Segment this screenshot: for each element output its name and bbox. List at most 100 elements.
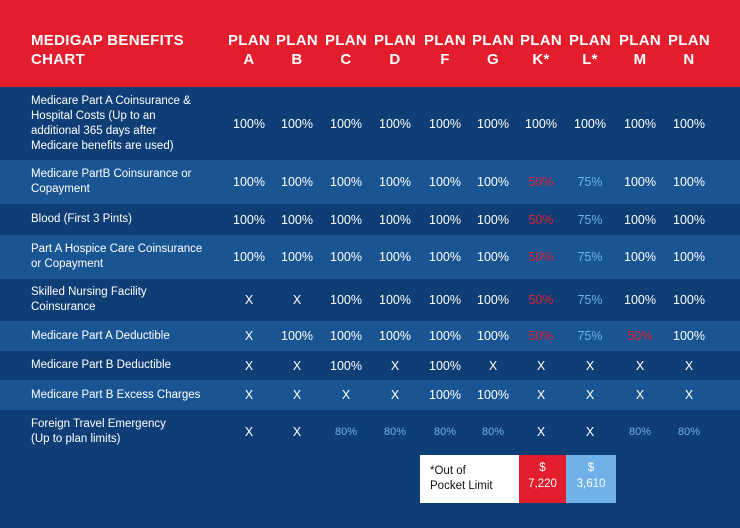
coverage-cell: 100% (281, 250, 313, 264)
coverage-cell: X (488, 358, 498, 373)
plan-header-line1: PLAN (667, 32, 711, 49)
coverage-cell: X (684, 358, 694, 373)
benefit-label: Part A Hospice Care Coinsurance or Copay… (31, 243, 203, 270)
coverage-cell: 100% (379, 116, 411, 131)
coverage-cell: 100% (429, 116, 461, 131)
coverage-cell: 100% (379, 175, 411, 189)
plan-header-4: PLAN F (421, 31, 469, 69)
plan-header-line1: PLAN (227, 32, 271, 49)
plan-l-limit-symbol: $ (587, 462, 595, 474)
coverage-cell: 100% (233, 175, 265, 189)
coverage-cell: 80% (628, 425, 652, 438)
coverage-cell: X (244, 424, 254, 439)
benefit-label: Medicare Part B Deductible (31, 359, 171, 371)
plan-header-7: PLAN L* (566, 31, 614, 69)
coverage-cell: X (292, 388, 302, 402)
benefit-row: Medicare PartB Coinsurance or Copayment 1… (0, 160, 740, 204)
plan-header-letter: M (633, 51, 647, 68)
coverage-cell: 100% (379, 250, 411, 264)
coverage-cell: 50% (528, 329, 554, 343)
coverage-cell: 100% (330, 329, 362, 343)
plan-header-letter: L* (582, 51, 598, 68)
plan-header-1: PLAN B (273, 31, 321, 69)
coverage-cell: 75% (577, 175, 603, 189)
coverage-cell: 100% (429, 250, 461, 264)
plan-header-6: PLAN K* (517, 31, 565, 69)
benefit-label: Blood (First 3 Pints) (31, 213, 132, 225)
coverage-cell: 100% (673, 293, 705, 307)
coverage-cell: 50% (627, 329, 653, 343)
coverage-cell: 100% (624, 293, 656, 307)
plan-header-letter: A (243, 51, 255, 68)
coverage-cell: 100% (624, 212, 656, 227)
plan-l-limit: $ 3,610 (566, 455, 616, 503)
coverage-cell: 50% (528, 175, 554, 189)
coverage-cell: 100% (624, 175, 656, 189)
plan-header-3: PLAN D (371, 31, 419, 69)
coverage-cell: 80% (481, 425, 505, 438)
coverage-cell: 100% (673, 329, 705, 343)
coverage-cell: X (341, 388, 351, 402)
coverage-cell: 100% (477, 388, 509, 402)
plan-header-0: PLAN A (225, 31, 273, 69)
coverage-cell: X (536, 358, 546, 373)
plan-header-8: PLAN M (616, 31, 664, 69)
benefit-row: Medicare Part A Deductible X 100% 100% 100% 1… (0, 321, 740, 351)
chart-header: MEDIGAP BENEFITS CHART PLAN A PLAN B PLAN C PL… (0, 0, 740, 87)
coverage-cell: X (536, 424, 546, 439)
plan-header-9: PLAN N (665, 31, 713, 69)
out-of-pocket-note: *Out of Pocket Limit (420, 455, 519, 503)
benefit-row: Foreign Travel Emergency (Up to plan lim… (0, 410, 740, 453)
coverage-cell: 100% (673, 212, 705, 227)
coverage-cell: X (585, 358, 595, 373)
coverage-cell: X (536, 388, 546, 402)
coverage-cell: 75% (577, 250, 603, 264)
coverage-cell: 100% (624, 116, 656, 131)
coverage-cell: 75% (577, 212, 603, 227)
benefit-row: Medicare Part A Coinsurance & Hospital C… (0, 87, 740, 160)
benefit-label: Skilled Nursing Facility Coinsurance (31, 286, 147, 313)
coverage-cell: X (244, 388, 254, 402)
coverage-cell: 100% (330, 175, 362, 189)
coverage-cell: 100% (574, 116, 606, 131)
coverage-cell: X (585, 388, 595, 402)
coverage-cell: 100% (379, 329, 411, 343)
coverage-cell: 100% (429, 293, 461, 307)
coverage-cell: 100% (233, 250, 265, 264)
coverage-cell: 100% (330, 116, 362, 131)
coverage-cell: 100% (281, 175, 313, 189)
plan-header-letter: F (440, 51, 450, 68)
benefit-row: Blood (First 3 Pints) 100% 100% 100% 100% 100… (0, 204, 740, 235)
benefit-row: Medicare Part B Deductible X X 100% X 100% X X X… (0, 351, 740, 380)
coverage-cell: 100% (477, 116, 509, 131)
plan-k-limit-amount: 7,220 (528, 478, 557, 490)
coverage-cell: 80% (677, 425, 701, 438)
coverage-cell: 100% (477, 212, 509, 227)
plan-header-5: PLAN G (469, 31, 517, 69)
chart-title: MEDIGAP BENEFITS CHART (31, 32, 184, 68)
coverage-cell: 100% (673, 250, 705, 264)
coverage-cell: X (244, 329, 254, 343)
coverage-cell: 100% (379, 212, 411, 227)
coverage-cell: 100% (673, 175, 705, 189)
coverage-cell: X (390, 388, 400, 402)
coverage-cell: 50% (528, 250, 554, 264)
coverage-cell: 100% (429, 175, 461, 189)
coverage-cell: 100% (281, 116, 313, 131)
coverage-cell: 100% (330, 212, 362, 227)
benefit-row: Skilled Nursing Facility Coinsurance X X 10… (0, 279, 740, 321)
plan-header-letter: G (487, 51, 499, 68)
plan-header-line1: PLAN (471, 32, 515, 49)
coverage-cell: 100% (477, 329, 509, 343)
coverage-cell: X (244, 293, 254, 307)
coverage-cell: X (292, 424, 302, 439)
coverage-cell: 100% (525, 116, 557, 131)
coverage-cell: 100% (429, 329, 461, 343)
coverage-cell: 100% (429, 358, 461, 373)
benefit-row: Medicare Part B Excess Charges X X X X 100% 10… (0, 380, 740, 410)
plan-header-letter: N (683, 51, 695, 68)
coverage-cell: 100% (477, 293, 509, 307)
coverage-cell: 100% (330, 293, 362, 307)
coverage-cell: 100% (379, 293, 411, 307)
coverage-cell: 100% (477, 250, 509, 264)
